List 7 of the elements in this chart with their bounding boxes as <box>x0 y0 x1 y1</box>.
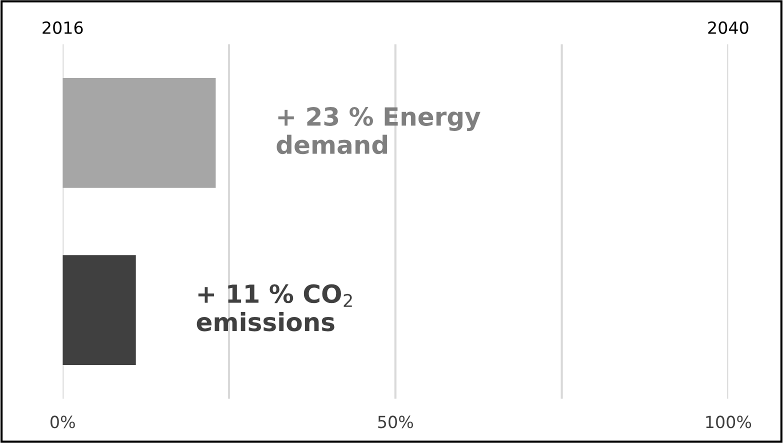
x-tick-label: 0% <box>50 416 75 428</box>
x-tick-label: 100% <box>706 416 752 428</box>
text: 2016 <box>42 21 83 34</box>
text: 2040 <box>708 21 748 34</box>
data-label: + 23 % Energy demand <box>276 107 480 154</box>
data-label: + 11 % CO$_{2}$ emissions <box>196 284 352 332</box>
x-tick-label: 50% <box>378 416 414 428</box>
